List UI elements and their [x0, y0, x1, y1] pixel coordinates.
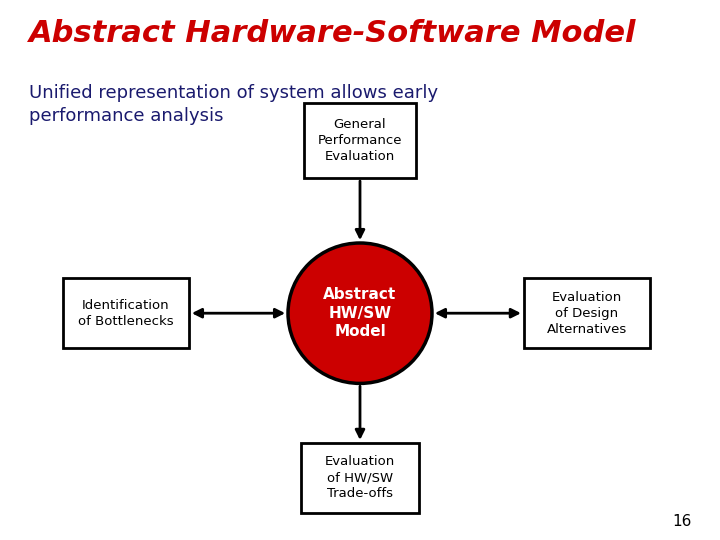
Text: Unified representation of system allows early
performance analysis: Unified representation of system allows …	[29, 84, 438, 125]
Text: Evaluation
of HW/SW
Trade-offs: Evaluation of HW/SW Trade-offs	[325, 455, 395, 501]
Bar	[304, 103, 416, 178]
Text: Identification
of Bottlenecks: Identification of Bottlenecks	[78, 299, 174, 328]
Ellipse shape	[288, 243, 432, 383]
Text: Evaluation
of Design
Alternatives: Evaluation of Design Alternatives	[546, 291, 627, 336]
Text: 16: 16	[672, 514, 691, 529]
Bar	[63, 278, 189, 348]
Bar	[301, 443, 419, 513]
Text: General
Performance
Evaluation: General Performance Evaluation	[318, 118, 402, 163]
Text: Abstract
HW/SW
Model: Abstract HW/SW Model	[323, 287, 397, 339]
Bar	[523, 278, 649, 348]
Text: Abstract Hardware-Software Model: Abstract Hardware-Software Model	[29, 19, 636, 48]
